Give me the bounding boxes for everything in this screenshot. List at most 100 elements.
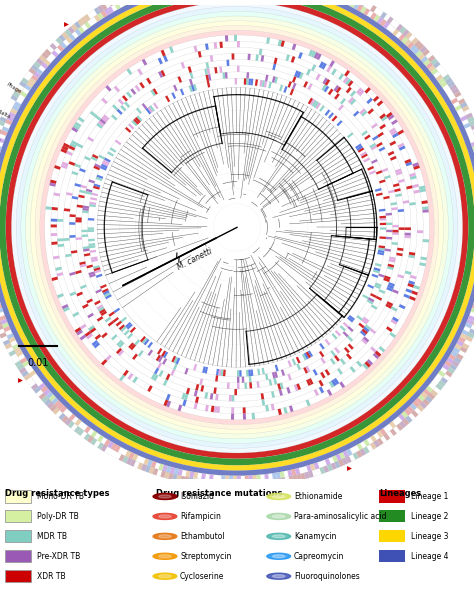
Wedge shape bbox=[237, 370, 239, 377]
Wedge shape bbox=[422, 206, 428, 210]
Wedge shape bbox=[462, 105, 469, 112]
Wedge shape bbox=[319, 351, 324, 358]
Wedge shape bbox=[95, 334, 101, 340]
Wedge shape bbox=[71, 140, 78, 146]
Wedge shape bbox=[368, 297, 374, 302]
Wedge shape bbox=[377, 132, 384, 138]
Wedge shape bbox=[367, 108, 374, 114]
Wedge shape bbox=[347, 326, 354, 332]
Wedge shape bbox=[346, 87, 352, 94]
Wedge shape bbox=[198, 51, 202, 57]
Wedge shape bbox=[173, 364, 178, 370]
Wedge shape bbox=[82, 304, 89, 309]
Wedge shape bbox=[413, 47, 420, 54]
Wedge shape bbox=[306, 379, 311, 386]
Text: MDR TB: MDR TB bbox=[37, 532, 67, 541]
Wedge shape bbox=[158, 356, 163, 362]
Text: Mono-DR TB: Mono-DR TB bbox=[37, 492, 84, 501]
Wedge shape bbox=[417, 230, 423, 233]
Wedge shape bbox=[94, 300, 101, 305]
Wedge shape bbox=[356, 361, 362, 367]
Wedge shape bbox=[201, 385, 204, 391]
Wedge shape bbox=[265, 374, 269, 380]
Wedge shape bbox=[449, 354, 456, 361]
Wedge shape bbox=[471, 308, 474, 313]
Wedge shape bbox=[41, 396, 49, 403]
Wedge shape bbox=[19, 81, 27, 88]
Wedge shape bbox=[91, 156, 97, 161]
Wedge shape bbox=[361, 319, 368, 324]
Wedge shape bbox=[41, 52, 49, 59]
Wedge shape bbox=[279, 389, 283, 396]
Wedge shape bbox=[411, 37, 419, 45]
Wedge shape bbox=[450, 84, 457, 91]
Wedge shape bbox=[61, 164, 67, 169]
Wedge shape bbox=[77, 205, 83, 208]
Wedge shape bbox=[227, 382, 230, 389]
Wedge shape bbox=[69, 414, 76, 421]
Wedge shape bbox=[409, 255, 415, 259]
Wedge shape bbox=[387, 16, 393, 24]
Wedge shape bbox=[422, 49, 430, 56]
Wedge shape bbox=[419, 185, 426, 190]
Wedge shape bbox=[141, 464, 147, 471]
Wedge shape bbox=[397, 274, 404, 278]
Wedge shape bbox=[363, 326, 370, 332]
Wedge shape bbox=[60, 148, 67, 153]
Wedge shape bbox=[378, 245, 385, 248]
Text: Ethambutol: Ethambutol bbox=[180, 532, 225, 541]
Wedge shape bbox=[50, 43, 57, 50]
Wedge shape bbox=[237, 383, 239, 389]
Wedge shape bbox=[97, 316, 103, 322]
Wedge shape bbox=[83, 246, 89, 249]
Wedge shape bbox=[379, 124, 386, 130]
Wedge shape bbox=[386, 222, 392, 225]
Wedge shape bbox=[338, 460, 344, 467]
Wedge shape bbox=[157, 362, 162, 369]
Wedge shape bbox=[122, 95, 128, 101]
Wedge shape bbox=[102, 288, 109, 293]
Wedge shape bbox=[89, 274, 96, 278]
Wedge shape bbox=[118, 454, 125, 461]
Wedge shape bbox=[117, 109, 123, 115]
Wedge shape bbox=[426, 386, 433, 393]
Wedge shape bbox=[311, 65, 316, 71]
Wedge shape bbox=[386, 230, 392, 233]
Wedge shape bbox=[420, 402, 427, 409]
Wedge shape bbox=[328, 89, 334, 95]
Wedge shape bbox=[399, 146, 406, 150]
Text: Lineage 1: Lineage 1 bbox=[411, 492, 449, 501]
Wedge shape bbox=[71, 250, 77, 254]
Wedge shape bbox=[103, 290, 110, 295]
Text: Lineages: Lineages bbox=[379, 489, 421, 498]
Wedge shape bbox=[38, 383, 46, 390]
Wedge shape bbox=[57, 239, 64, 242]
Wedge shape bbox=[108, 441, 114, 449]
Wedge shape bbox=[379, 147, 385, 152]
Wedge shape bbox=[0, 0, 474, 471]
Wedge shape bbox=[294, 71, 299, 77]
Wedge shape bbox=[172, 474, 178, 481]
Wedge shape bbox=[121, 0, 128, 6]
Wedge shape bbox=[361, 153, 368, 159]
Wedge shape bbox=[322, 78, 328, 85]
Wedge shape bbox=[414, 40, 421, 47]
Wedge shape bbox=[418, 394, 425, 402]
Wedge shape bbox=[392, 289, 399, 294]
Wedge shape bbox=[44, 59, 51, 66]
Wedge shape bbox=[356, 88, 362, 94]
Wedge shape bbox=[348, 97, 354, 103]
Wedge shape bbox=[438, 380, 446, 387]
Wedge shape bbox=[90, 249, 97, 253]
Wedge shape bbox=[60, 42, 67, 49]
Wedge shape bbox=[205, 405, 209, 411]
Wedge shape bbox=[465, 336, 473, 342]
Wedge shape bbox=[451, 350, 458, 357]
Wedge shape bbox=[321, 63, 327, 69]
Wedge shape bbox=[245, 481, 249, 488]
Wedge shape bbox=[125, 0, 131, 4]
Wedge shape bbox=[387, 266, 393, 270]
Wedge shape bbox=[170, 467, 175, 474]
Wedge shape bbox=[76, 143, 83, 149]
Wedge shape bbox=[405, 288, 412, 293]
